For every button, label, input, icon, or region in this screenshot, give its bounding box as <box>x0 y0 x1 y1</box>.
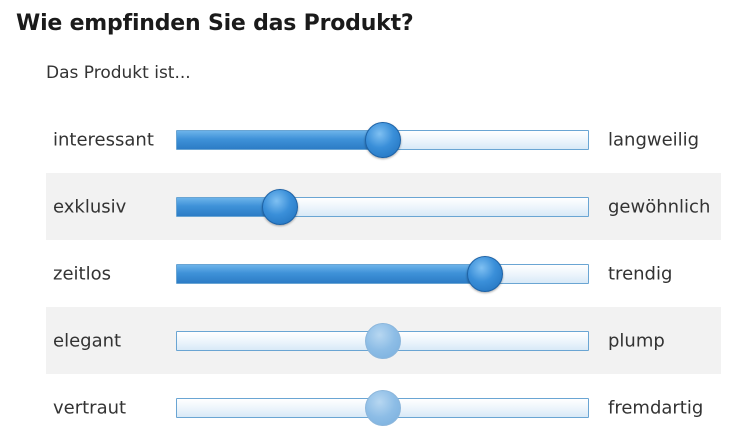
slider-thumb[interactable] <box>364 323 401 359</box>
slider-left-label: exklusiv <box>53 196 127 217</box>
slider-track[interactable] <box>176 256 589 292</box>
slider-fill <box>177 198 280 216</box>
slider-row-vertraut-fremdartig: vertraut fremdartig <box>46 374 721 441</box>
slider-track[interactable] <box>176 189 589 225</box>
slider-fill <box>177 131 383 149</box>
slider-thumb[interactable] <box>467 256 504 292</box>
question-subtitle: Das Produkt ist... <box>46 63 191 83</box>
slider-thumb[interactable] <box>364 122 401 158</box>
slider-thumb[interactable] <box>364 390 401 426</box>
slider-thumb[interactable] <box>261 189 298 225</box>
slider-right-label: fremdartig <box>608 397 704 418</box>
slider-track[interactable] <box>176 323 589 359</box>
slider-right-label: gewöhnlich <box>608 196 711 217</box>
slider-row-interessant-langweilig: interessant langweilig <box>46 106 721 173</box>
slider-left-label: interessant <box>53 129 154 150</box>
semantic-differential-list: interessant langweilig exklusiv gewöhnli… <box>46 106 721 441</box>
slider-row-elegant-plump: elegant plump <box>46 307 721 374</box>
slider-left-label: zeitlos <box>53 263 111 284</box>
slider-left-label: elegant <box>53 330 122 351</box>
slider-track[interactable] <box>176 122 589 158</box>
question-title: Wie empfinden Sie das Produkt? <box>16 11 414 36</box>
slider-left-label: vertraut <box>53 397 127 418</box>
slider-right-label: plump <box>608 330 665 351</box>
slider-fill <box>177 265 486 283</box>
slider-right-label: trendig <box>608 263 673 284</box>
slider-right-label: langweilig <box>608 129 700 150</box>
slider-track[interactable] <box>176 390 589 426</box>
slider-row-exklusiv-gewoehnlich: exklusiv gewöhnlich <box>46 173 721 240</box>
slider-row-zeitlos-trendig: zeitlos trendig <box>46 240 721 307</box>
